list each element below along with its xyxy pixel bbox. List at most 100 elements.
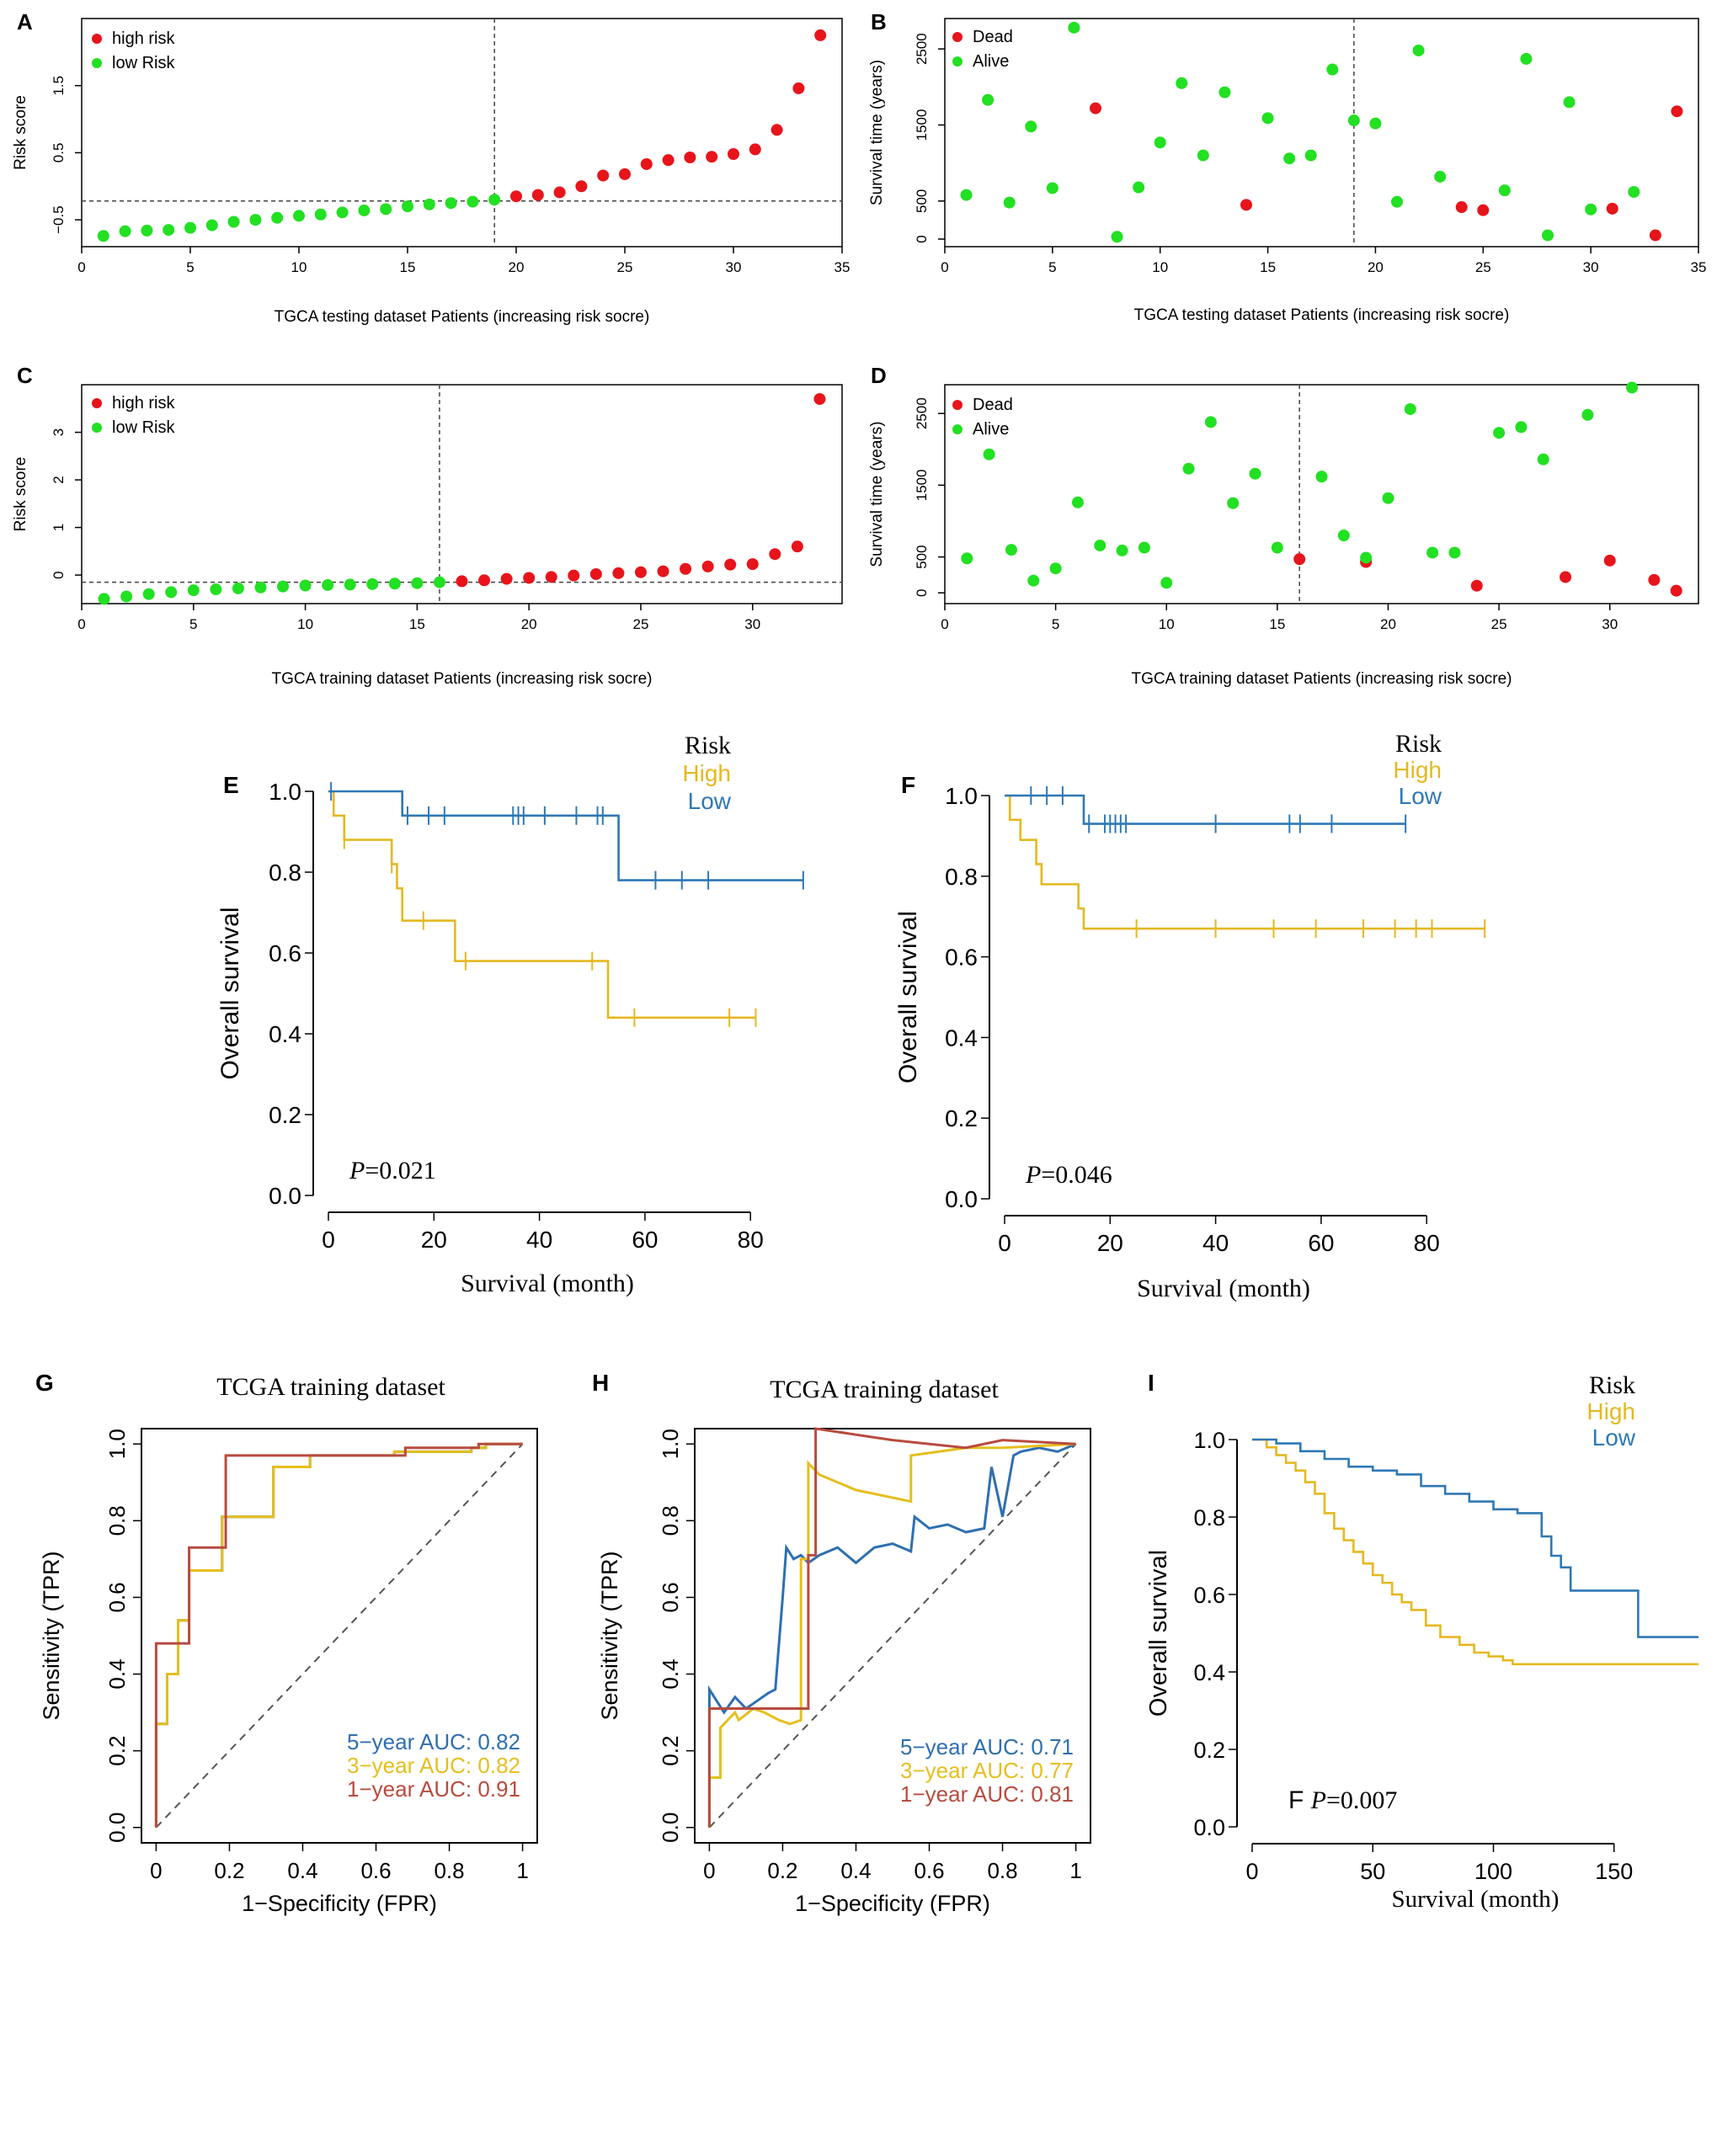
data-point — [380, 203, 392, 216]
panel-d: D 0 5 10 15 20 25 30 0 500 1500 2500 TGCA training d… — [868, 363, 1699, 688]
y-tick-label: 0.6 — [104, 1582, 130, 1612]
x-axis-label: TGCA training dataset Patients (increasi… — [272, 670, 653, 688]
data-point — [314, 208, 327, 221]
data-point — [1049, 562, 1062, 575]
x-tick-label: 50 — [1360, 1859, 1385, 1884]
data-point — [433, 576, 445, 588]
y-tick-label: 0.0 — [104, 1813, 130, 1843]
panel-letter: B — [871, 9, 887, 35]
panel-f: F 0 20 40 60 80 0.0 0.2 0.4 0.6 0.8 1.0 Survival (mo… — [894, 730, 1486, 1302]
data-point — [445, 197, 457, 210]
panel-letter: A — [17, 9, 33, 35]
x-tick-label: 35 — [1691, 259, 1707, 275]
legend-label: Low — [688, 788, 732, 814]
data-point — [1249, 467, 1261, 480]
x-tick-label: 100 — [1474, 1859, 1512, 1884]
data-point — [1227, 497, 1240, 509]
data-point — [1537, 453, 1549, 466]
data-point — [1271, 541, 1283, 554]
panel-h: H 0 0.2 0.4 0.6 0.8 1 0.0 0.2 0.4 0.6 0.8 1.0 1−Speci… — [592, 1370, 1091, 1916]
data-point — [1111, 231, 1123, 243]
data-point — [1412, 44, 1425, 56]
data-point — [1154, 136, 1166, 149]
data-point — [634, 566, 647, 578]
data-point — [523, 572, 536, 584]
x-tick-label: 150 — [1595, 1859, 1633, 1884]
x-axis-label: Survival (month) — [461, 1270, 634, 1297]
x-tick-label: 5 — [189, 616, 197, 632]
series-line — [328, 790, 803, 881]
data-point — [232, 582, 244, 594]
data-point — [568, 569, 580, 582]
panel-i: I 0 50 100 150 0.0 0.2 0.4 0.6 0.8 1.0 Survival (mo… — [1145, 1370, 1698, 1913]
data-point — [1648, 573, 1661, 586]
data-point — [1626, 381, 1639, 394]
data-point — [366, 578, 379, 590]
data-point — [97, 230, 109, 242]
data-point — [680, 562, 692, 575]
legend-label: Low — [1592, 1424, 1636, 1451]
data-point — [1515, 421, 1528, 434]
legend-marker — [952, 400, 962, 410]
plot-frame — [141, 1428, 538, 1844]
y-tick-label: 1.0 — [1193, 1428, 1225, 1453]
plot-frame — [81, 18, 843, 248]
data-point — [1133, 181, 1145, 194]
y-tick-label: 0.0 — [945, 1186, 978, 1212]
plot-frame — [944, 384, 1699, 604]
y-axis-label: Sensitivity (TPR) — [39, 1551, 64, 1720]
x-tick-label: 30 — [1602, 616, 1618, 632]
data-point — [589, 567, 602, 580]
x-tick-label: 25 — [1491, 616, 1507, 632]
plot-frame — [944, 18, 1699, 248]
data-point — [657, 565, 669, 578]
y-tick-label: −0.5 — [51, 205, 67, 234]
data-point — [271, 211, 284, 224]
legend-title: Risk — [1395, 730, 1442, 758]
panel-letter: G — [35, 1370, 54, 1396]
x-tick-label: 1 — [1069, 1858, 1081, 1883]
y-tick-label: 0.0 — [1193, 1815, 1225, 1840]
x-tick-label: 20 — [1380, 616, 1396, 632]
legend-label: Dead — [973, 28, 1013, 46]
data-point — [249, 214, 262, 226]
data-point — [141, 224, 153, 237]
y-tick-label: 0.2 — [1193, 1738, 1225, 1763]
data-point — [98, 593, 110, 605]
x-tick-label: 10 — [1159, 616, 1175, 632]
y-tick-label: 0.6 — [269, 940, 301, 966]
auc-label: 3−year AUC: 0.82 — [347, 1753, 520, 1778]
y-tick-label: 1.0 — [104, 1429, 130, 1459]
data-point — [1470, 579, 1483, 592]
x-tick-label: 20 — [1097, 1230, 1123, 1256]
data-point — [1498, 184, 1511, 197]
series-line — [1252, 1438, 1698, 1638]
y-axis-label: Overall survival — [216, 907, 244, 1079]
x-tick-label: 20 — [509, 259, 525, 275]
data-point — [961, 552, 973, 565]
data-point — [1071, 496, 1084, 508]
legend-label: High — [1586, 1398, 1635, 1424]
data-point — [1369, 117, 1382, 130]
data-point — [1603, 554, 1616, 567]
legend-marker — [92, 398, 102, 408]
data-point — [545, 571, 557, 583]
p-value: F P=0.007 — [1288, 1786, 1397, 1814]
data-point — [227, 216, 240, 228]
x-tick-label: 0 — [703, 1858, 715, 1883]
data-point — [1671, 105, 1683, 118]
p-value: P=0.021 — [349, 1157, 436, 1184]
data-point — [728, 148, 739, 161]
y-tick-label: 500 — [914, 545, 930, 568]
auc-label: 3−year AUC: 0.77 — [900, 1758, 1074, 1783]
x-tick-label: 0.8 — [434, 1858, 464, 1883]
y-tick-label: 0.4 — [104, 1658, 130, 1689]
x-tick-label: 20 — [421, 1227, 447, 1253]
panel-letter: H — [592, 1370, 609, 1396]
series-line — [154, 1442, 523, 1828]
data-point — [706, 151, 718, 163]
data-point — [1391, 195, 1403, 208]
data-point — [277, 580, 290, 593]
y-axis-label: Risk score — [12, 95, 29, 170]
data-point — [165, 586, 178, 599]
